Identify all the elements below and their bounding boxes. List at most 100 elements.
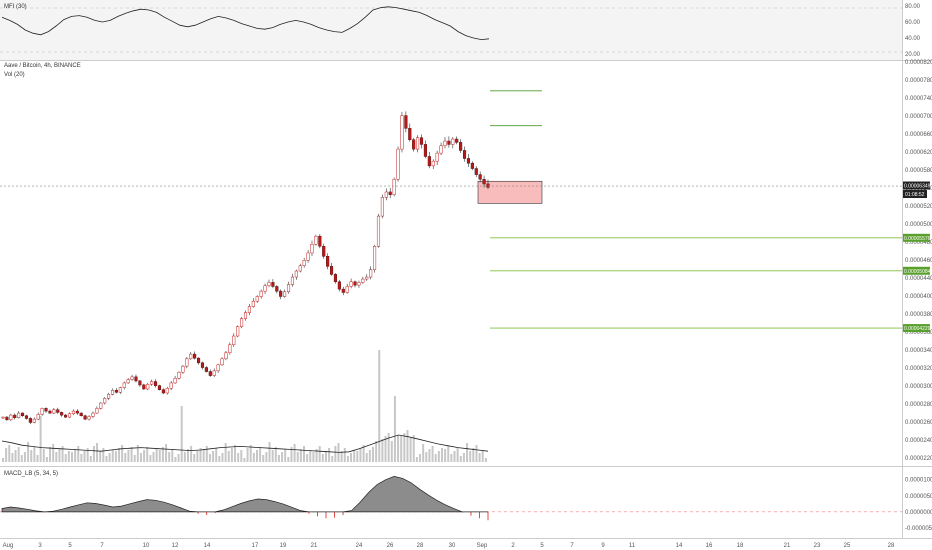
volume-bar [281,452,284,462]
candle-body [169,382,173,389]
candle-body [130,376,134,380]
price-tick-label: 0.00003600 [905,330,932,336]
volume-bar [11,453,14,462]
volume-bar [268,442,271,462]
candle-body-bear [322,246,326,257]
candle-body-bear [13,415,17,418]
volume-bar [428,449,431,462]
time-tick-label: 18 [737,543,744,549]
mfi-tick-label: 40.00 [905,36,921,42]
volume-bar [293,444,296,462]
time-tick-label: 26 [387,543,394,549]
time-tick-label: Sep [477,543,488,549]
candle-body-bear [428,156,431,166]
countdown-text: 01:08:52 [905,192,925,198]
candle-body-bear [388,191,392,195]
price-tick-label: 0.00006600 [905,132,932,138]
volume-bar [378,350,381,462]
volume-bar [400,436,403,462]
level-tag [903,233,930,242]
price-tick-label: 0.00007400 [905,96,932,102]
volume-bar [186,449,189,462]
candle-body-bear [115,390,118,393]
horizontal-levels[interactable]: 0.00005576 0.00005084 0.00004229 [490,90,931,333]
volume-bar [30,450,33,462]
candle-body-bear [56,409,60,413]
candle-body [67,413,72,418]
price-tick-label: 0.00005000 [905,222,932,228]
candle-body [150,381,154,385]
candle-body [236,326,240,337]
volume-bar [23,452,26,462]
volume-bar [168,452,171,462]
volume-bar [456,448,459,462]
volume-bar [171,449,174,462]
volume-bar [133,455,136,462]
candle-body [259,290,263,297]
candle-body [384,191,388,198]
candle-body-bear [447,141,451,145]
symbol-title: Aave / Bitcoin, 4h, BINANCE [4,63,81,69]
candle-body [126,379,130,384]
candle-body-bear [208,371,212,376]
volume-bar [469,451,472,462]
volume-bar [215,448,218,462]
time-tick-label: Aug [3,543,14,549]
candle-body [118,387,122,393]
volume-bar [450,454,453,462]
volume-bar [381,439,384,462]
candle-body [310,243,314,254]
candle-body-bear [459,142,462,151]
time-tick-label: 21 [311,543,318,549]
candle-body [431,160,435,167]
candle-body [365,276,369,280]
volume-bar [362,445,365,462]
price-tick-label: 0.00007000 [905,114,932,120]
candle-body-bear [83,415,87,420]
candle-body-bear [318,236,322,247]
volume-bar [58,449,61,462]
volume-bar [246,448,249,462]
volume-bar [64,454,67,462]
candle-body-bear [162,389,165,393]
volume-bar [403,433,406,462]
candle-body [373,246,377,270]
volume-bar [290,447,293,462]
volume-bar [475,445,478,462]
mfi-pane: MFI (30) 80.00 60.00 40.00 20.00 [0,0,921,60]
candle-body [99,402,103,409]
price-tick-label: 0.00003200 [905,366,932,372]
time-tick-label: 23 [814,543,821,549]
candle-body-bear [154,381,157,386]
candle-body-bear [330,266,333,275]
macd-tick-label: 0.00000500 [905,494,932,500]
mfi-label: MFI (30) [4,4,27,10]
volume-bar [89,456,92,462]
volume-bar [149,455,152,462]
volume-bar [174,457,177,462]
volume-bar [92,446,95,462]
time-tick-label: 5 [68,543,72,549]
volume-bar [462,453,465,462]
volume-bar [309,451,312,462]
candle-body [71,410,75,415]
candle-body-bear [326,256,329,267]
volume-bar [422,444,425,462]
macd-label: MACD_LB (5, 34, 5) [4,471,58,477]
candle-body [435,152,439,162]
volume-bar [158,450,161,462]
volume-bar [218,456,221,462]
volume-bar [243,458,246,462]
candle-body-bear [205,367,208,372]
volume-bar [299,449,302,462]
volume-bar [478,453,481,462]
candle-body-bear [197,358,200,363]
mfi-axis: 80.00 60.00 40.00 20.00 [905,4,921,58]
candle-body [146,384,150,390]
time-tick-label: 12 [172,543,179,549]
volume-bar [121,445,124,462]
supply-zone[interactable] [477,180,543,204]
volume-bar [481,450,484,462]
time-tick-label: 7 [570,543,574,549]
